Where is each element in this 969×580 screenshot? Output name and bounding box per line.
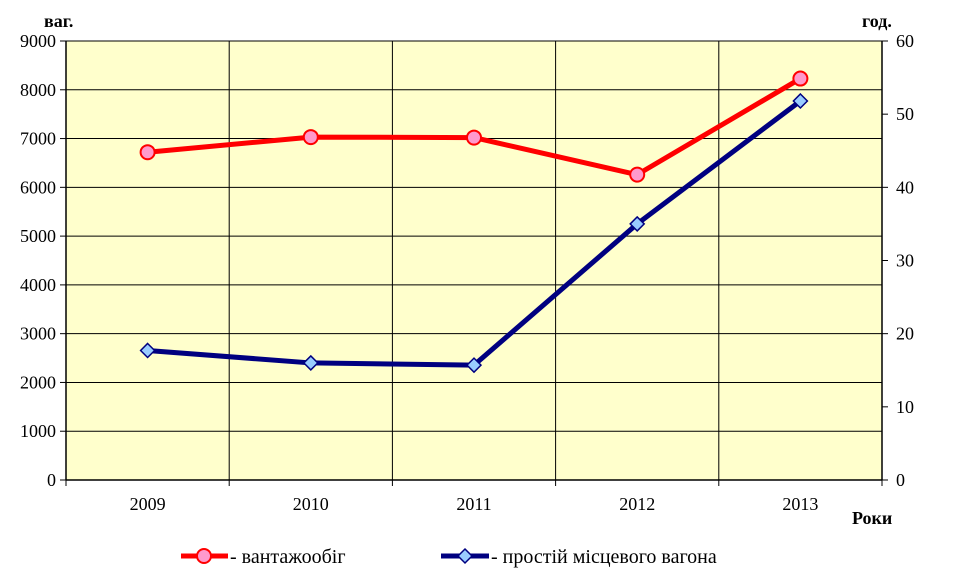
right-tick-label: 50 [896,104,914,124]
legend-label-freight: - вантажообіг [230,546,346,568]
left-tick-label: 2000 [20,372,56,392]
data-point-diamond [139,342,156,359]
legend: - вантажообіг - простій місцевого вагона [181,546,717,568]
legend-item-idle-time: - простій місцевого вагона [441,546,717,568]
left-tick-label: 6000 [20,177,56,197]
left-tick-label: 5000 [20,226,56,246]
legend-marker-circle [196,548,212,564]
x-tick-label: 2009 [130,494,166,514]
left-tick-label: 1000 [20,421,56,441]
right-axis-label: год. [862,11,892,31]
data-point-circle [792,70,809,87]
right-tick-label: 40 [896,177,914,197]
x-tick-label: 2011 [456,494,491,514]
data-point-circle [629,166,646,183]
x-axis-label: Роки [852,508,892,528]
right-axis-ticks: 0 10 20 30 40 50 60 [882,31,914,490]
right-tick-label: 0 [896,470,905,490]
left-tick-label: 3000 [20,324,56,344]
left-tick-label: 0 [47,470,56,490]
series-layer [139,70,809,374]
right-tick-label: 60 [896,31,914,51]
x-axis-ticks: 2009 2010 2011 2012 2013 [65,480,883,514]
left-axis-label: ваг. [44,11,73,31]
right-tick-label: 30 [896,251,914,271]
legend-item-freight: - вантажообіг [181,546,346,568]
legend-label-idle-time: - простій місцевого вагона [491,546,717,568]
data-point-diamond [302,354,319,371]
right-tick-label: 20 [896,324,914,344]
left-tick-label: 9000 [20,31,56,51]
left-tick-label: 8000 [20,80,56,100]
data-point-circle [139,144,156,161]
plot-area [65,40,883,481]
x-tick-label: 2010 [293,494,329,514]
data-point-diamond [465,357,483,374]
right-tick-label: 10 [896,397,914,417]
data-point-circle [302,129,319,146]
data-point-diamond [629,215,646,232]
gridlines [66,40,882,481]
data-point-diamond [792,92,809,110]
x-tick-label: 2013 [782,494,818,514]
legend-marker-diamond [456,547,474,565]
left-tick-label: 7000 [20,129,56,149]
data-point-circle [466,129,482,146]
x-tick-label: 2012 [619,494,655,514]
left-axis-ticks: 0 1000 2000 3000 4000 5000 6000 7000 8000 9000 [20,31,66,490]
left-tick-label: 4000 [20,275,56,295]
